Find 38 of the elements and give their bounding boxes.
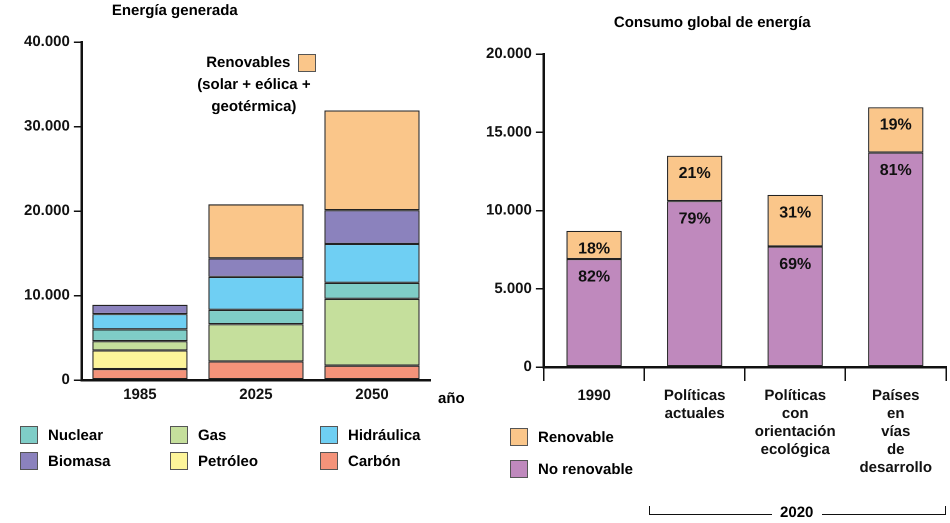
x-axis-title: año (438, 390, 465, 407)
annotation: 82% (578, 268, 610, 286)
chart-title: Consumo global de energía (614, 14, 811, 31)
y-tick-label: 0 (62, 371, 70, 388)
series-label: Renovables (solar + eólica + geotérmica) (196, 53, 312, 116)
x-tick-label: Políticas actuales (664, 387, 726, 422)
annotation: 31% (779, 204, 812, 222)
legend-label: Carbón (348, 452, 400, 470)
annotation: 21% (678, 165, 711, 182)
legend-label: Biomasa (48, 452, 111, 470)
annotation: 69% (779, 256, 812, 273)
y-tick-label: 10.000 (24, 286, 70, 304)
x-tick-label: 2025 (239, 386, 273, 404)
x-tick-label: Políticas con orientación ecológica (754, 387, 836, 458)
y-tick-label: 0 (524, 358, 532, 376)
legend-label: Nuclear (48, 426, 104, 444)
y-tick-label: 20.000 (24, 202, 70, 220)
chart-title: Energía generada (112, 2, 238, 19)
x-tick-label: Países en vías de desarrollo (859, 387, 932, 476)
text: 2020 (772, 504, 822, 521)
annotation: 19% (880, 116, 912, 134)
y-tick-label: 40.000 (24, 33, 70, 50)
x-tick-label: 2050 (355, 386, 389, 404)
annotation: 79% (678, 210, 711, 228)
legend-label: Hidráulica (348, 426, 421, 444)
legend-label: No renovable (538, 460, 634, 478)
y-tick-label: 5.000 (494, 280, 532, 297)
y-tick-label: 15.000 (486, 123, 532, 140)
y-tick-label: 20.000 (486, 45, 532, 62)
legend-label: Petróleo (198, 452, 258, 470)
legend-label: Renovable (538, 428, 614, 446)
y-tick-label: 30.000 (24, 118, 70, 135)
annotation: 18% (578, 240, 610, 258)
x-tick-label: 1990 (577, 387, 611, 404)
legend-label: Gas (198, 426, 226, 444)
y-tick-label: 10.000 (486, 202, 532, 219)
annotation: 81% (880, 162, 912, 179)
x-tick-label: 1985 (123, 386, 157, 404)
